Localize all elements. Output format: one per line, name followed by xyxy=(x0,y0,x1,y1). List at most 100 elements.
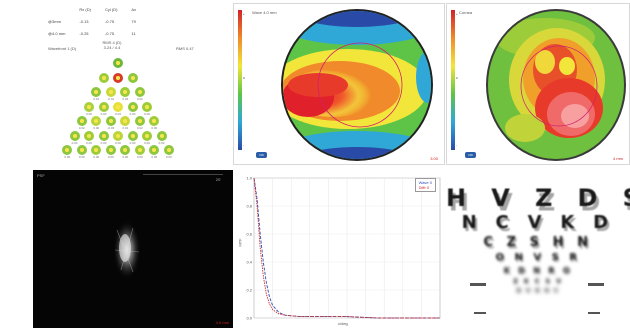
eye-badge: OD xyxy=(256,152,267,158)
eye-badge: OD xyxy=(465,152,476,158)
chart-marker-left xyxy=(470,283,486,286)
zernike-coefficient xyxy=(134,87,145,97)
zernike-coefficient xyxy=(76,145,87,155)
chart-row: K D N R O xyxy=(503,266,573,275)
legend-item: Diffr 0 xyxy=(419,185,432,190)
zernike-value: 0.00 xyxy=(151,126,158,130)
zernike-value: 0.00 xyxy=(144,111,150,116)
legend-label: Diffr xyxy=(418,185,426,190)
zernike-value: 0.00 xyxy=(129,111,136,116)
zernike-value: 0.03 xyxy=(115,111,121,116)
y-tick-label: 0.0 xyxy=(246,316,252,321)
zernike-value: 0.02 xyxy=(136,97,143,101)
zernike-coefficient xyxy=(113,58,123,68)
y-tick-label: 0.2 xyxy=(246,288,252,293)
zernike-coefficient xyxy=(62,145,73,155)
refraction-table: Rx (D) Cyl (D) Ax @3mm -0.13 -0.75 79 @4… xyxy=(40,2,144,40)
zernike-coefficient xyxy=(98,72,109,83)
colorbar-tick: - xyxy=(456,143,457,147)
rms-values: 3.24 / 4.4 xyxy=(103,45,121,50)
row-sph: -0.13 xyxy=(79,18,89,24)
zernike-value: -0.01 xyxy=(107,97,115,101)
zernike-coefficient xyxy=(84,101,94,112)
zernike-coefficient xyxy=(120,116,131,126)
zernike-coefficient xyxy=(142,130,152,141)
zernike-coefficient xyxy=(91,87,102,97)
psf-scale: 20' xyxy=(215,177,221,182)
zernike-coefficient xyxy=(91,145,102,155)
zernike-coefficient xyxy=(91,116,102,126)
zernike-panel: Rx (D) Cyl (D) Ax @3mm -0.13 -0.75 79 @4… xyxy=(0,0,232,166)
zernike-value: 0.00 xyxy=(107,155,114,159)
colorbar-tick: 0 xyxy=(456,76,458,80)
header-ax: Ax xyxy=(131,6,137,12)
zernike-value: 0.01 xyxy=(122,126,129,130)
table-header-row: Rx (D) Cyl (D) Ax xyxy=(42,4,142,14)
corneal-map xyxy=(486,9,626,161)
zernike-value: 0.02 xyxy=(136,126,143,130)
zernike-coefficient xyxy=(120,87,131,97)
legend-value: 0 xyxy=(429,180,432,185)
zernike-coefficient xyxy=(113,130,123,141)
row-label: @4.0 mm xyxy=(48,30,66,36)
header-cyl: Cyl (D) xyxy=(104,6,118,12)
series-lines xyxy=(253,177,440,319)
psf-top-line xyxy=(143,174,223,175)
zernike-coefficient xyxy=(134,116,145,126)
zernike-value: 0.00 xyxy=(115,140,121,145)
zernike-value: -0.03 xyxy=(107,126,115,130)
row-ax: 11 xyxy=(131,30,136,36)
zernike-value: 0.02 xyxy=(78,126,85,130)
zernike-coefficient xyxy=(113,101,123,112)
zernike-value: 0.00 xyxy=(158,140,165,145)
zernike-value: 0.04 xyxy=(122,97,129,101)
zernike-coefficient xyxy=(98,130,109,141)
chart-row: Z K C S V xyxy=(513,278,563,285)
row-cyl: -0.75 xyxy=(104,30,115,36)
zernike-coefficient xyxy=(149,116,160,126)
zernike-coefficient xyxy=(69,130,80,141)
row-ax: 79 xyxy=(131,18,136,24)
zernike-coefficient xyxy=(163,145,174,155)
legend-label: Wave xyxy=(418,180,429,185)
zernike-coefficient xyxy=(105,116,116,126)
y-tick-label: 0.6 xyxy=(246,232,252,237)
zernike-value: 0.00 xyxy=(100,140,107,145)
zernike-value: 0.00 xyxy=(93,126,100,130)
colorbar xyxy=(238,10,242,150)
zernike-value: 0.00 xyxy=(136,155,143,159)
colorbar-tick: + xyxy=(243,12,245,16)
zernike-value: 0.01 xyxy=(93,97,100,101)
legend: Wave 0 Diffr 0 xyxy=(414,178,436,192)
zernike-coefficient xyxy=(149,145,160,155)
zernike-coefficient xyxy=(156,130,167,141)
zernike-coefficient xyxy=(98,101,109,112)
x-axis-label: c/deg xyxy=(338,321,348,326)
zernike-value: 0.00 xyxy=(86,111,92,116)
grid xyxy=(254,177,440,319)
zernike-value: 0.00 xyxy=(165,155,172,159)
y-tick-label: 1.0 xyxy=(246,176,252,181)
header-rx: Rx (D) xyxy=(79,6,91,12)
y-tick-label: 0.4 xyxy=(246,260,252,265)
chart-marker-left xyxy=(474,312,486,314)
mtf-chart: 1.0 0.8 0.6 0.4 0.2 0.0 xyxy=(246,176,441,321)
wavefront-label: Wavefront 1 (D) xyxy=(48,46,77,51)
zernike-coefficient xyxy=(127,130,138,141)
psf-image xyxy=(113,220,141,280)
y-axis-label: MTF xyxy=(237,238,243,247)
zernike-value: 0.00 xyxy=(71,140,78,145)
wavefront-map-panel: Wave 4.0 mm + 0 - O xyxy=(233,3,445,165)
chart-row: N C V K D xyxy=(461,212,615,233)
colorbar-tick: - xyxy=(243,143,244,147)
zernike-value: 0.00 xyxy=(64,155,71,159)
zernike-value: 0.00 xyxy=(78,155,85,159)
wavefront-map xyxy=(281,9,433,161)
map-footer: 3.00 xyxy=(430,156,438,161)
zernike-coefficient xyxy=(113,72,123,83)
series-line-wave xyxy=(253,177,440,319)
row-cyl: -0.75 xyxy=(104,18,115,24)
zernike-value: 0.00 xyxy=(86,140,92,145)
rms-label: RMS 4 (D) xyxy=(102,40,122,45)
